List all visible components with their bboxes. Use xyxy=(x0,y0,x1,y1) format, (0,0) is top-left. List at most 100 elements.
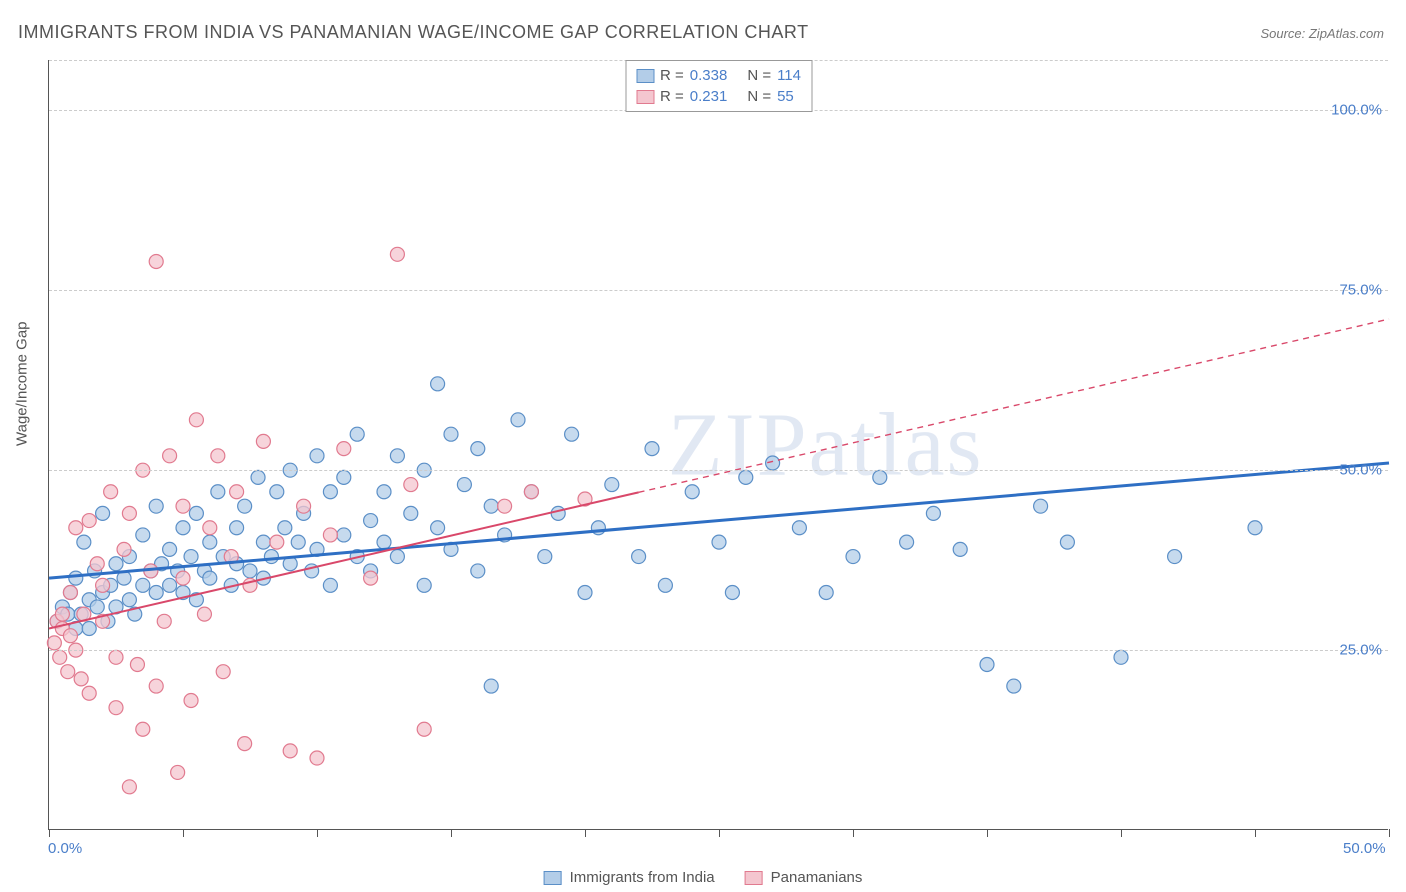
y-tick-label: 100.0% xyxy=(1331,102,1382,119)
data-point xyxy=(471,442,485,456)
data-point xyxy=(457,478,471,492)
gridline xyxy=(49,650,1388,651)
data-point xyxy=(337,470,351,484)
y-axis-label: Wage/Income Gap xyxy=(14,321,31,446)
data-point xyxy=(251,470,265,484)
legend-n-label: N = xyxy=(747,88,771,105)
plot-area: ZIPatlas R =0.338N =114R =0.231N = 55 25… xyxy=(48,60,1388,830)
data-point xyxy=(122,506,136,520)
data-point xyxy=(377,485,391,499)
data-point xyxy=(953,542,967,556)
data-point xyxy=(157,614,171,628)
data-point xyxy=(82,622,96,636)
data-point xyxy=(61,665,75,679)
data-point xyxy=(171,765,185,779)
data-point xyxy=(310,449,324,463)
data-point xyxy=(184,693,198,707)
data-point xyxy=(431,521,445,535)
data-point xyxy=(82,686,96,700)
x-tick xyxy=(987,829,988,837)
data-point xyxy=(323,578,337,592)
data-point xyxy=(431,377,445,391)
data-point xyxy=(658,578,672,592)
gridline xyxy=(49,290,1388,291)
data-point xyxy=(350,427,364,441)
legend-n-value: 55 xyxy=(777,88,794,105)
trend-line xyxy=(49,463,1389,578)
data-point xyxy=(278,521,292,535)
data-point xyxy=(63,586,77,600)
x-tick xyxy=(1389,829,1390,837)
data-point xyxy=(323,528,337,542)
data-point xyxy=(256,434,270,448)
data-point xyxy=(337,442,351,456)
data-point xyxy=(1060,535,1074,549)
data-point xyxy=(390,550,404,564)
data-point xyxy=(792,521,806,535)
data-point xyxy=(211,449,225,463)
data-point xyxy=(238,737,252,751)
data-point xyxy=(980,657,994,671)
legend-swatch xyxy=(745,871,763,885)
x-tick xyxy=(719,829,720,837)
legend-item: Panamanians xyxy=(745,869,863,886)
x-tick xyxy=(317,829,318,837)
data-point xyxy=(1034,499,1048,513)
data-point xyxy=(82,514,96,528)
data-point xyxy=(364,514,378,528)
data-point xyxy=(404,506,418,520)
data-point xyxy=(404,478,418,492)
x-tick-label: 50.0% xyxy=(1343,840,1386,857)
data-point xyxy=(184,550,198,564)
gridline xyxy=(49,470,1388,471)
data-point xyxy=(1007,679,1021,693)
data-point xyxy=(230,521,244,535)
legend-row: R =0.338N =114 xyxy=(636,65,801,86)
data-point xyxy=(90,557,104,571)
data-point xyxy=(605,478,619,492)
data-point xyxy=(203,535,217,549)
data-point xyxy=(243,564,257,578)
data-point xyxy=(176,571,190,585)
data-point xyxy=(69,571,83,585)
correlation-legend: R =0.338N =114R =0.231N = 55 xyxy=(625,60,812,112)
data-point xyxy=(297,499,311,513)
x-tick xyxy=(451,829,452,837)
data-point xyxy=(136,578,150,592)
data-point xyxy=(122,780,136,794)
data-point xyxy=(819,586,833,600)
chart-title: IMMIGRANTS FROM INDIA VS PANAMANIAN WAGE… xyxy=(18,22,809,43)
data-point xyxy=(484,499,498,513)
data-point xyxy=(53,650,67,664)
data-point xyxy=(900,535,914,549)
data-point xyxy=(69,521,83,535)
data-point xyxy=(163,578,177,592)
data-point xyxy=(77,535,91,549)
source-attribution: Source: ZipAtlas.com xyxy=(1260,26,1384,41)
legend-swatch xyxy=(544,871,562,885)
data-point xyxy=(511,413,525,427)
legend-n-label: N = xyxy=(747,67,771,84)
legend-label: Immigrants from India xyxy=(570,869,715,886)
data-point xyxy=(377,535,391,549)
data-point xyxy=(96,578,110,592)
data-point xyxy=(632,550,646,564)
legend-r-value: 0.231 xyxy=(690,88,728,105)
y-tick-label: 50.0% xyxy=(1339,462,1382,479)
legend-swatch xyxy=(636,69,654,83)
data-point xyxy=(926,506,940,520)
data-point xyxy=(337,528,351,542)
data-point xyxy=(291,535,305,549)
data-point xyxy=(578,586,592,600)
data-point xyxy=(270,535,284,549)
data-point xyxy=(471,564,485,578)
data-point xyxy=(685,485,699,499)
x-tick xyxy=(853,829,854,837)
x-tick xyxy=(1121,829,1122,837)
data-point xyxy=(149,679,163,693)
data-point xyxy=(189,413,203,427)
legend-item: Immigrants from India xyxy=(544,869,715,886)
trend-line-extrapolated xyxy=(639,319,1389,492)
data-point xyxy=(136,528,150,542)
data-point xyxy=(417,578,431,592)
